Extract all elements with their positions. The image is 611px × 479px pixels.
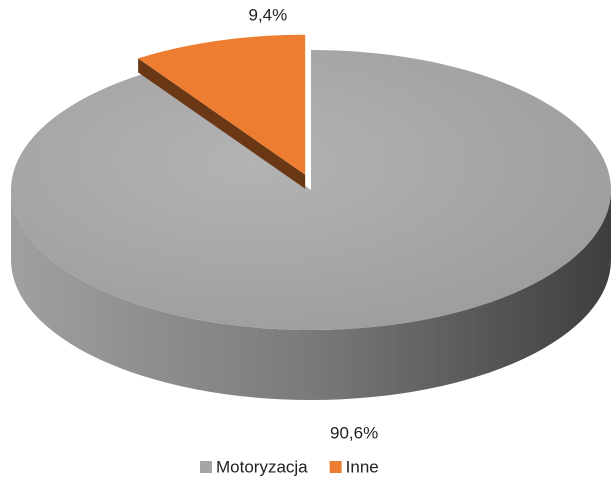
data-label: 90,6% (330, 424, 378, 443)
slice-face (138, 58, 306, 189)
slice (138, 34, 306, 189)
slice-side (11, 190, 611, 400)
legend-label: Inne (346, 457, 379, 476)
legend-swatch (329, 461, 342, 473)
legend-label: Motoryzacja (216, 457, 308, 476)
slice-top (10, 50, 611, 330)
data-label: 9,4% (248, 5, 287, 24)
slice (10, 50, 611, 400)
slice-top (138, 34, 306, 175)
legend-swatch (200, 461, 212, 473)
